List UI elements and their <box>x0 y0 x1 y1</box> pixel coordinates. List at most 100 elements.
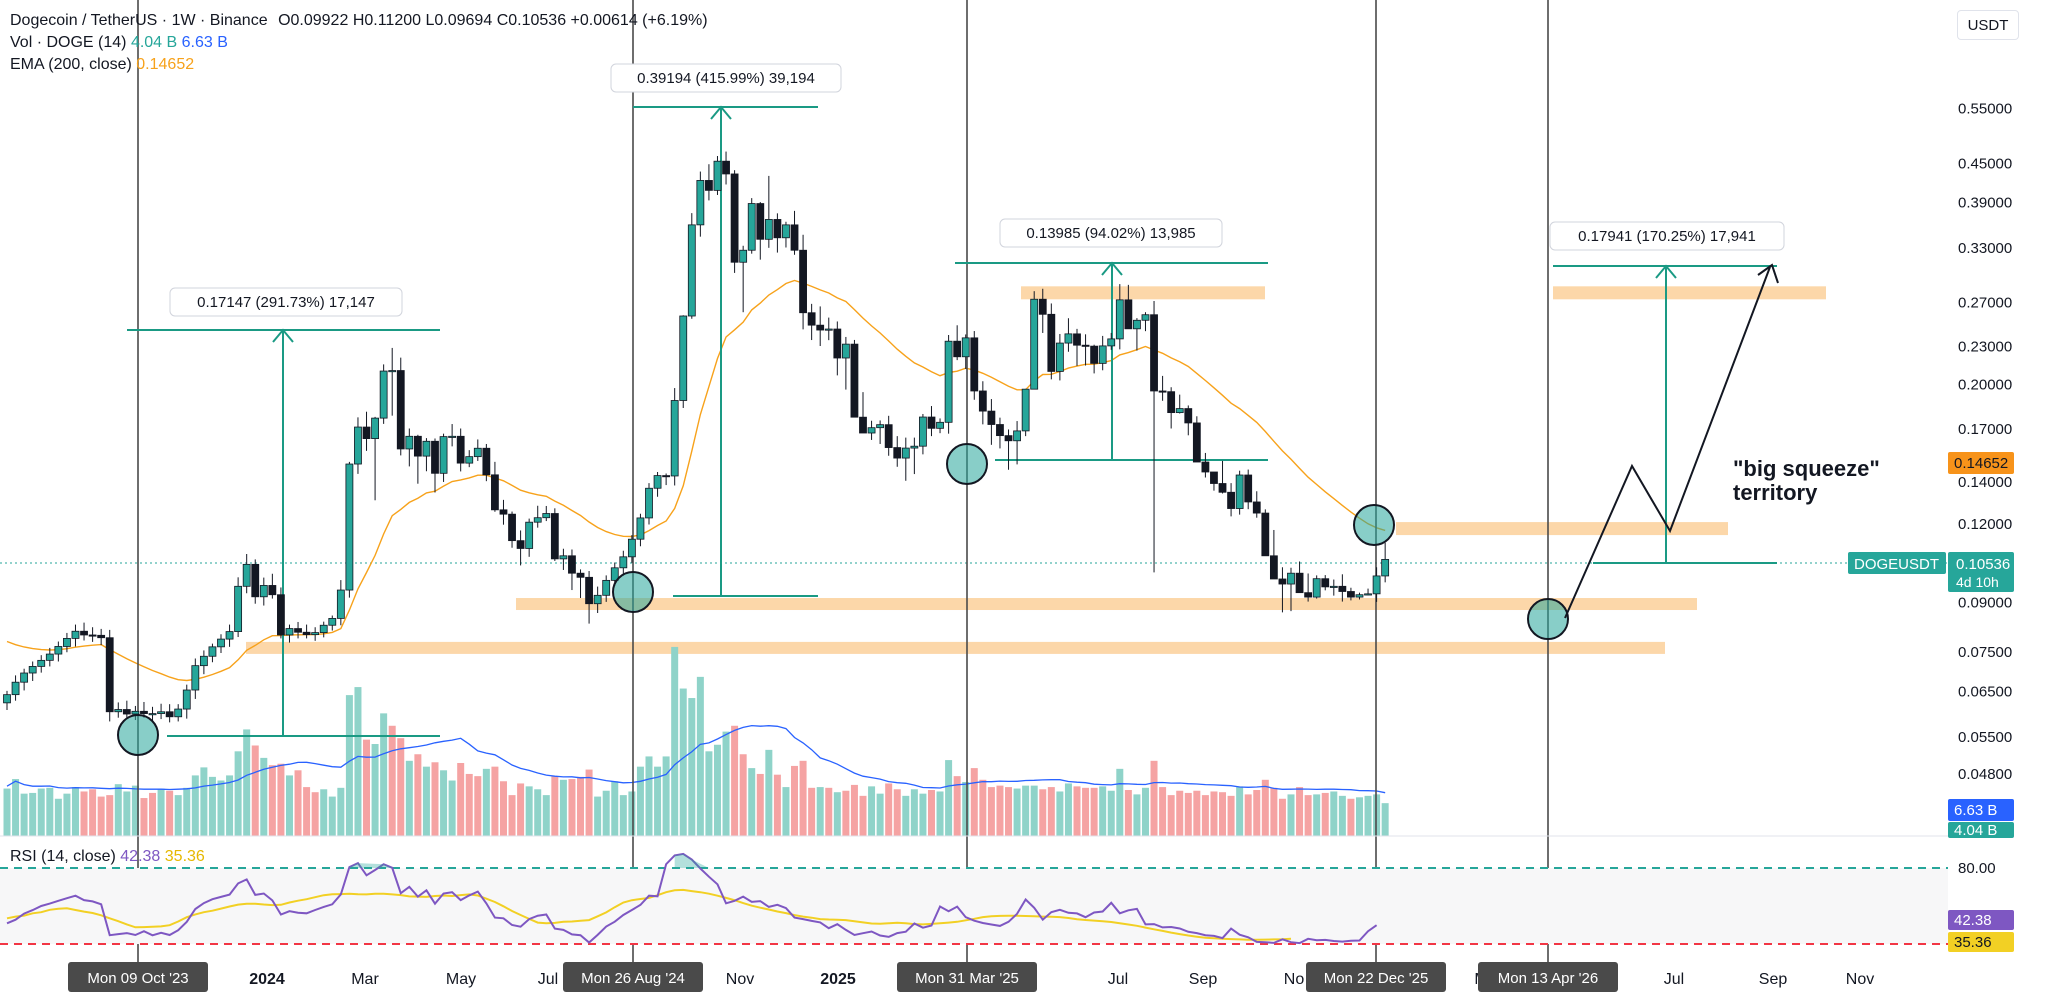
price-unit-button[interactable]: USDT <box>1957 10 2019 40</box>
low-value: 0.09694 <box>434 12 493 29</box>
volume-bar <box>859 795 867 836</box>
price-tick-label: 0.04800 <box>1958 766 2012 783</box>
candle-body <box>662 475 671 478</box>
candle-body <box>516 540 525 549</box>
countdown-text: 4d 10h <box>1956 574 1999 590</box>
volume-bar <box>1270 787 1278 836</box>
volume-bar <box>285 775 293 836</box>
candle-body <box>833 328 842 359</box>
volume-bar <box>431 762 439 836</box>
volume-bar <box>1107 790 1115 836</box>
volume-bar <box>1296 787 1304 836</box>
volume-bar <box>782 787 790 836</box>
candle-body <box>191 665 200 691</box>
candle-body <box>199 655 208 667</box>
symbol-legend[interactable]: Dogecoin / TetherUS · 1W · Binance O0.09… <box>10 12 708 30</box>
candle-body <box>713 160 722 191</box>
volume-bar <box>1347 798 1355 836</box>
volume-bar <box>1236 786 1244 836</box>
date-badge-label: Mon 26 Aug '24 <box>581 970 685 987</box>
candle-body <box>251 563 260 598</box>
time-tick-label: 2024 <box>249 971 285 988</box>
candle-body <box>165 711 174 718</box>
volume-bar <box>1338 795 1346 836</box>
value-tag-text: 35.36 <box>1954 934 1992 951</box>
rsi-value: 42.38 <box>120 848 161 865</box>
volume-bar <box>1099 786 1107 836</box>
candle-body <box>242 563 251 587</box>
volume-bar <box>1124 790 1132 836</box>
time-axis[interactable]: 2024MarMayJulNov2025JulSepNoMJulSepNovMo… <box>0 962 2048 996</box>
volume-bar <box>1167 795 1175 836</box>
volume-bar <box>448 780 456 836</box>
measure-label: 0.39194 (415.99%) 39,194 <box>637 70 815 87</box>
candle-body <box>1081 344 1090 347</box>
measure-label: 0.13985 (94.02%) 13,985 <box>1026 225 1195 242</box>
measure-label-box <box>169 287 403 317</box>
volume-bar <box>713 744 721 836</box>
volume-bar <box>1150 760 1158 836</box>
candle-body <box>867 427 876 434</box>
candle-body <box>901 447 910 459</box>
candle-body <box>225 631 234 640</box>
candle-body <box>1295 572 1304 594</box>
volume-bar <box>739 754 747 836</box>
price-tick-label: 0.09000 <box>1958 594 2012 611</box>
candle-body <box>653 475 662 489</box>
candle-body <box>730 173 739 263</box>
volume-bar <box>1116 768 1124 836</box>
price-tick-label: 0.06500 <box>1958 683 2012 700</box>
candle-body <box>1133 319 1141 330</box>
ema-line <box>6 279 1386 682</box>
candle-body <box>1090 345 1099 364</box>
measure-tool: 0.39194 (415.99%) 39,194 <box>610 63 842 597</box>
candle-body <box>1038 298 1047 315</box>
time-tick-label: Sep <box>1189 971 1218 988</box>
candle-body <box>508 513 516 542</box>
date-badge-bg <box>1478 962 1618 992</box>
ema-legend[interactable]: EMA (200, close) 0.14652 <box>10 56 194 74</box>
volume-bar <box>397 738 405 836</box>
candle-body <box>790 224 799 251</box>
candle-body <box>585 576 593 605</box>
rsi-overbought-fill <box>349 863 393 868</box>
bottom-circle <box>117 714 159 756</box>
candle-body <box>217 638 225 648</box>
value-tag-text: 0.14652 <box>1954 455 2008 472</box>
bottom-circle <box>1353 504 1395 546</box>
price-tick-label: 0.20000 <box>1958 377 2012 394</box>
rsi-legend[interactable]: RSI (14, close) 42.38 35.36 <box>10 848 205 866</box>
volume-bar <box>1210 791 1218 836</box>
candle-body <box>679 315 688 401</box>
candle-body <box>910 445 919 449</box>
candlesticks <box>3 151 1390 723</box>
time-tick-label: Jul <box>1664 971 1684 988</box>
date-badge: Mon 22 Dec '25 <box>1306 962 1446 992</box>
candle-body <box>345 463 354 591</box>
candle-body <box>388 370 397 373</box>
volume-bar <box>1064 783 1072 836</box>
projection-line <box>1564 266 1771 619</box>
candle-body <box>722 160 730 175</box>
candle-body <box>542 513 551 519</box>
rsi-label: RSI (14, close) <box>10 848 116 865</box>
volume-bar <box>1039 789 1047 836</box>
candle-body <box>816 324 825 331</box>
volume-bar <box>157 788 165 836</box>
candle-body <box>473 447 482 458</box>
volume-bar <box>945 760 953 836</box>
candle-body <box>1287 572 1295 585</box>
volume-bar <box>140 798 148 836</box>
volume-bar <box>594 796 602 836</box>
volume-legend[interactable]: Vol · DOGE (14) 4.04 B 6.63 B <box>10 34 228 52</box>
value-tag-bg <box>1948 910 2014 930</box>
value-tag-bg <box>1948 452 2014 474</box>
candle-body <box>841 343 850 359</box>
volume-bar <box>808 787 816 836</box>
volume-bar <box>1201 795 1209 836</box>
measure-arrow-head <box>272 328 294 343</box>
volume-bar <box>491 766 499 836</box>
volume-bar <box>1184 792 1192 836</box>
candle-body <box>1329 585 1338 588</box>
